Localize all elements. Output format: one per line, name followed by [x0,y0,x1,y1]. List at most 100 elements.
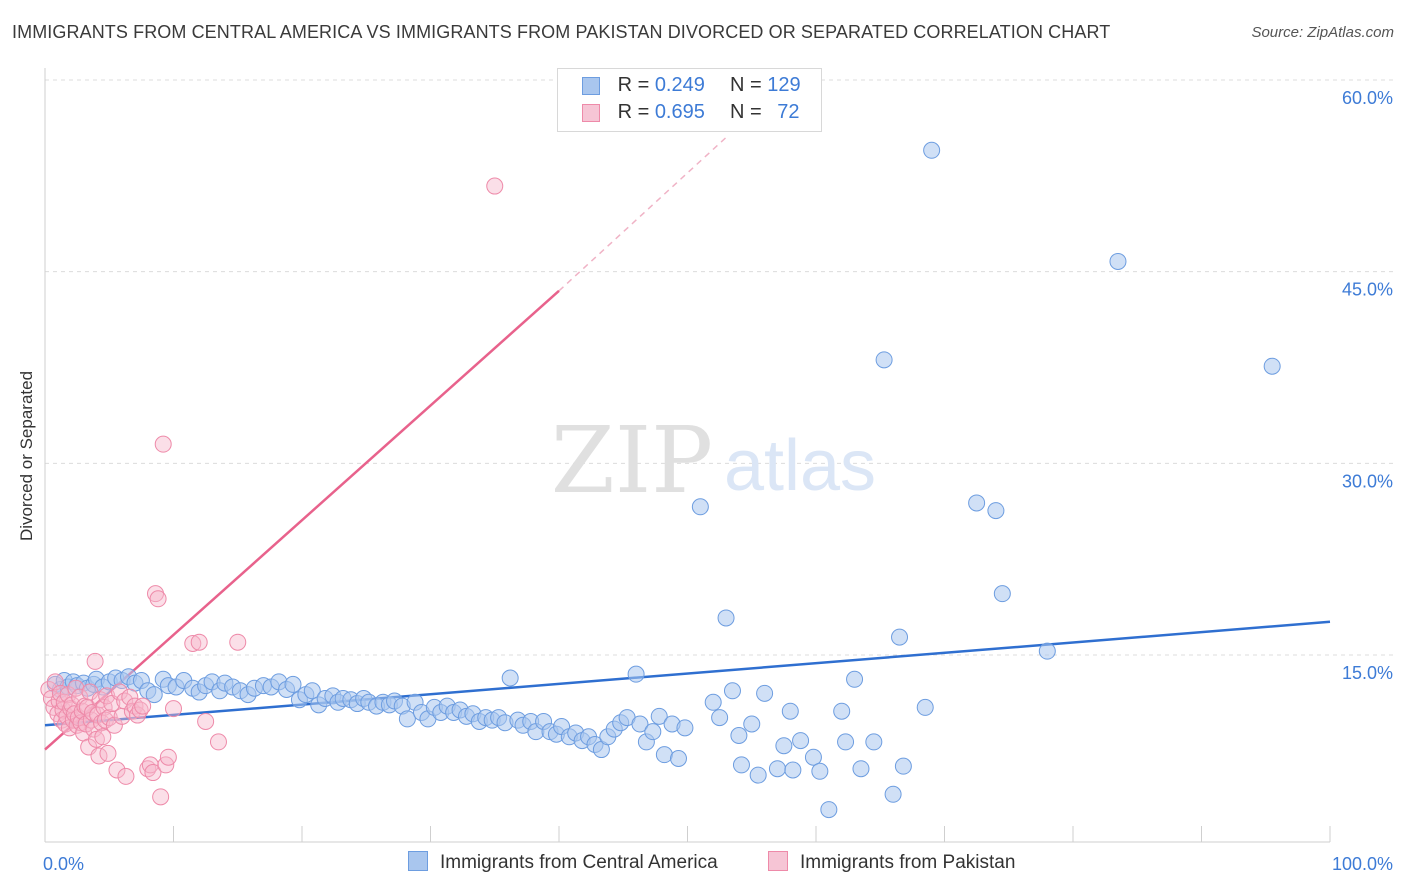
data-point-pakistan [111,683,129,701]
data-point-pakistan [149,590,167,608]
data-point-central-america [1263,357,1281,375]
data-point-pakistan [486,177,504,195]
chart-source: Source: ZipAtlas.com [1251,24,1394,41]
x-tick-label: 100.0% [1332,854,1393,874]
legend-n-label: N = [730,74,762,96]
y-tick-label: 15.0% [1342,663,1393,683]
data-point-central-america [756,684,774,702]
correlation-legend: R = 0.249 N = 129 R = 0.695 N = 72 [557,68,822,132]
data-point-pakistan [129,706,147,724]
data-point-central-america [670,750,688,767]
data-point-central-america [1038,642,1056,660]
legend-item-central-america[interactable]: Immigrants from Central America [408,850,718,874]
legend-swatch-pink [768,850,788,871]
legend-r-label: R = [617,101,650,123]
data-point-pakistan [99,744,117,762]
data-point-central-america [650,707,668,725]
data-point-central-america [987,502,1005,520]
data-point-central-america [717,609,735,627]
data-point-central-america [852,760,870,778]
data-point-central-america [968,494,986,512]
data-point-central-america [891,628,909,646]
series-legend: Immigrants from Central America Immigran… [0,850,1406,878]
legend-swatch-blue [582,76,600,95]
tick-labels: 15.0% 30.0% 45.0% 60.0% 0.0% 100.0% [43,88,1393,874]
data-point-central-america [781,702,799,720]
y-tick-label: 60.0% [1342,88,1393,108]
data-point-pakistan [86,652,104,670]
trend-line-pakistan-extension [558,136,727,292]
data-point-pakistan [152,788,170,806]
data-point-pakistan [197,712,215,730]
legend-n-value: 129 [767,74,801,96]
data-point-central-america [704,693,722,711]
series-pakistan-points [40,177,504,806]
data-point-central-america [875,351,893,369]
data-point-central-america [303,682,321,700]
legend-swatch-blue [408,850,428,871]
data-point-central-america [775,737,793,755]
axes [44,68,1331,843]
legend-swatch-pink [582,103,600,122]
data-point-central-america [732,756,750,774]
x-tick-label: 0.0% [43,854,84,874]
data-point-central-america [792,732,810,750]
legend-row-pakistan: R = 0.695 N = 72 [582,101,800,125]
data-point-central-america [145,686,163,704]
legend-r-label: R = [617,74,650,96]
data-point-central-america [993,585,1011,603]
data-point-central-america [284,675,302,693]
watermark: ZIP atlas [551,407,876,514]
data-point-pakistan [184,635,202,652]
legend-n-value: 72 [777,101,800,123]
data-point-central-america [676,719,694,737]
data-point-pakistan [67,679,85,697]
data-point-central-america [1109,252,1127,270]
data-point-pakistan [165,700,182,718]
legend-label: Immigrants from Central America [440,852,718,873]
data-point-central-america [916,698,934,716]
data-point-pakistan [121,688,139,706]
legend-row-central-america: R = 0.249 N = 129 [582,74,801,98]
chart-title: IMMIGRANTS FROM CENTRAL AMERICA VS IMMIG… [12,22,1111,42]
data-point-central-america [501,669,519,687]
data-point-central-america [833,702,851,720]
data-point-pakistan [134,697,152,715]
watermark-zip: ZIP [551,407,713,514]
data-point-pakistan [147,585,165,603]
data-point-central-america [846,670,864,688]
data-point-central-america [923,141,941,159]
legend-label: Immigrants from Pakistan [800,852,1016,873]
watermark-atlas: atlas [724,426,876,506]
data-point-central-america [784,761,802,779]
data-point-central-america [655,746,673,764]
data-point-pakistan [159,748,177,766]
data-point-central-america [398,710,416,728]
data-point-pakistan [117,767,135,785]
data-point-central-america [711,709,729,727]
legend-item-pakistan[interactable]: Immigrants from Pakistan [768,850,1016,874]
data-point-central-america [884,785,902,803]
legend-r-value: 0.249 [654,74,705,96]
data-point-central-america [804,748,822,766]
data-point-central-america [631,715,649,733]
data-point-central-america [749,766,767,784]
data-point-central-america [644,723,662,741]
data-point-central-america [627,665,645,683]
trend-line-central-america [44,620,1331,727]
data-point-central-america [723,682,741,700]
y-tick-label: 30.0% [1342,471,1393,491]
data-point-central-america [820,801,838,819]
data-point-central-america [837,733,855,751]
legend-n-label: N = [730,101,762,123]
data-point-pakistan [209,733,227,751]
y-tick-label: 45.0% [1342,280,1393,300]
data-point-central-america [743,715,761,733]
data-point-central-america [894,757,912,775]
data-point-pakistan [229,633,247,651]
data-point-central-america [691,498,709,516]
y-axis-label: Divorced or Separated [17,370,36,542]
data-point-central-america [865,733,883,751]
data-point-pakistan [108,761,126,779]
